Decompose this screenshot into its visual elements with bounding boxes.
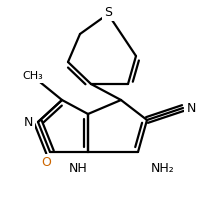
Text: CH₃: CH₃ [23, 71, 43, 81]
Text: NH₂: NH₂ [151, 162, 175, 175]
Text: O: O [41, 155, 51, 168]
Text: S: S [104, 6, 112, 19]
Text: N: N [186, 102, 196, 115]
Text: NH: NH [69, 162, 87, 175]
Text: N: N [23, 116, 33, 129]
